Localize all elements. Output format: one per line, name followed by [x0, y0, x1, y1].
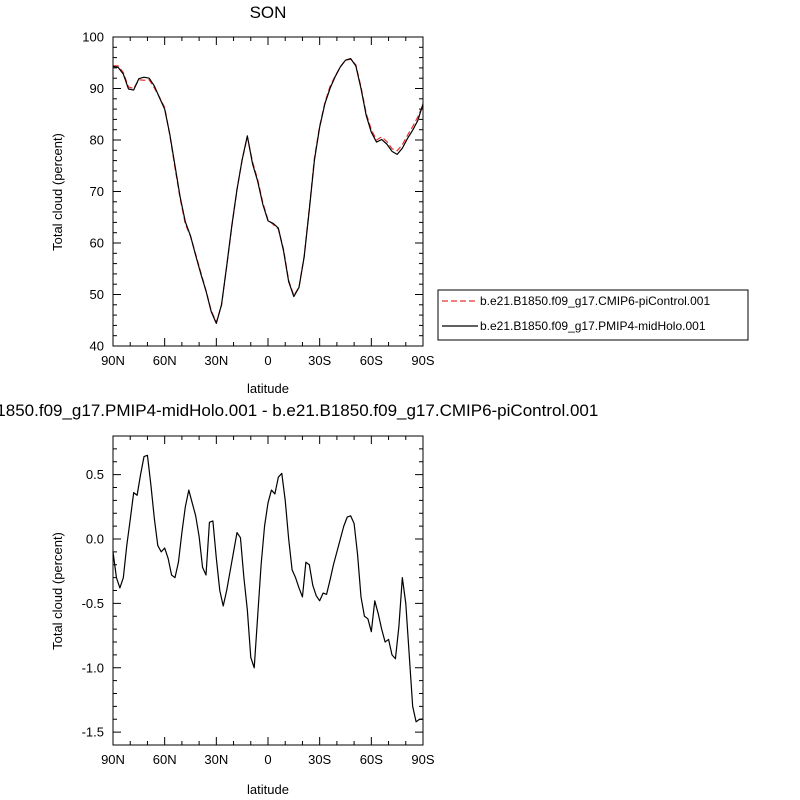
bottom-panel: b.e21.B1850.f09_g17.PMIP4-midHolo.001 - … [0, 401, 598, 797]
bottom-x-tick-label: 90N [101, 752, 125, 767]
top-axis-ticks: 90N 60N 30N 0 30S 60S 90S 40 50 60 70 80 90 100 [82, 30, 435, 369]
bottom-series-group [112, 454, 423, 723]
top-y-tick-label: 100 [82, 30, 104, 45]
bottom-y-tick-label: 0.5 [86, 467, 104, 482]
top-y-tick-label: 90 [90, 81, 104, 96]
legend-entry-midholo: b.e21.B1850.f09_g17.PMIP4-midHolo.001 [480, 319, 706, 333]
top-x-tick-label: 90N [101, 353, 125, 368]
top-y-axis-label: Total cloud (percent) [50, 133, 65, 251]
bottom-y-tick-label: 0.0 [86, 532, 104, 547]
bottom-x-tick-label: 0 [264, 752, 271, 767]
bottom-x-axis-label: latitude [247, 782, 289, 797]
bottom-x-tick-label: 60S [360, 752, 383, 767]
top-panel: SON 90N 60N 30N 0 30S 60S 90S 40 50 60 70 80 90 100 T… [50, 3, 435, 396]
top-series-line-picontrol [113, 58, 424, 323]
bottom-x-tick-label: 90S [411, 752, 434, 767]
top-series-group [112, 58, 424, 324]
legend-entry-picontrol: b.e21.B1850.f09_g17.CMIP6-piControl.001 [480, 294, 710, 308]
top-chart-title: SON [250, 3, 287, 22]
bottom-y-tick-label: -0.5 [82, 596, 104, 611]
bottom-series-line-difference [112, 454, 423, 723]
top-y-tick-label: 50 [90, 287, 104, 302]
top-x-tick-label: 0 [264, 353, 271, 368]
bottom-axis-ticks: 90N 60N 30N 0 30S 60S 90S -1.5 -1.0 -0.5 0.0 0.5 [82, 435, 435, 767]
bottom-y-tick-label: -1.5 [82, 725, 104, 740]
top-x-tick-label: 30N [204, 353, 228, 368]
bottom-plot-frame [112, 435, 424, 746]
top-y-tick-label: 70 [90, 184, 104, 199]
top-y-tick-label: 60 [90, 236, 104, 251]
top-y-tick-label: 80 [90, 133, 104, 148]
bottom-x-tick-label: 60N [153, 752, 177, 767]
legend: b.e21.B1850.f09_g17.CMIP6-piControl.001 … [437, 289, 749, 341]
bottom-x-tick-label: 30S [308, 752, 331, 767]
top-x-tick-label: 60N [153, 353, 177, 368]
bottom-x-tick-label: 30N [204, 752, 228, 767]
top-x-axis-label: latitude [247, 381, 289, 396]
top-plot-frame [112, 36, 424, 347]
top-x-tick-label: 30S [308, 353, 331, 368]
top-x-tick-label: 90S [411, 353, 434, 368]
top-series-line-midholo [112, 58, 424, 324]
bottom-y-tick-label: -1.0 [82, 660, 104, 675]
bottom-y-axis-label: Total cloud (percent) [50, 532, 65, 650]
top-x-tick-label: 60S [360, 353, 383, 368]
bottom-chart-title: b.e21.B1850.f09_g17.PMIP4-midHolo.001 - … [0, 401, 598, 420]
legend-box [437, 289, 749, 341]
top-y-tick-label: 40 [90, 339, 104, 354]
